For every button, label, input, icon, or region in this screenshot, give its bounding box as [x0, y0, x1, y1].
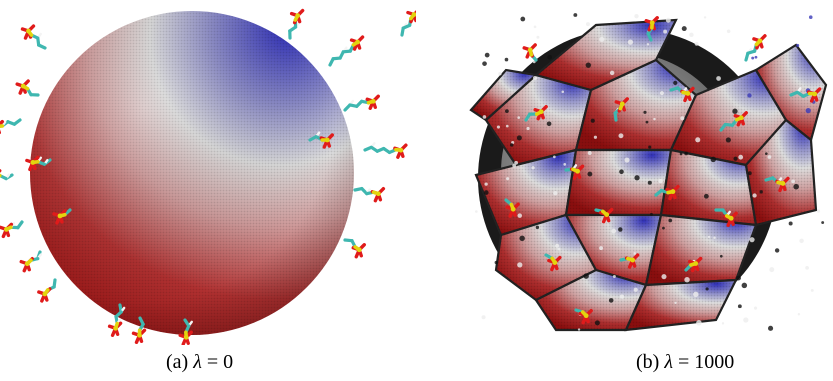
- surfactant-molecule: [400, 10, 416, 37]
- caption-b: (b) λ = 1000: [636, 351, 734, 374]
- surfactant-molecule: [789, 87, 822, 103]
- surfactant-molecule: [613, 97, 629, 122]
- surfactant-molecule: [15, 79, 40, 97]
- sphere-fragments: [469, 18, 828, 332]
- surfactant-molecule: [328, 35, 365, 67]
- surfactant-molecule: [669, 86, 695, 103]
- surfactant-molecule: [178, 318, 193, 345]
- surfactant-molecule: [131, 316, 147, 344]
- surfactant-molecule: [654, 184, 680, 201]
- surfactant-molecule: [363, 142, 408, 159]
- surfactant-molecule: [744, 34, 767, 62]
- caption-a-symbol: λ: [193, 351, 202, 373]
- surfactant-molecule: [308, 131, 334, 149]
- caption-a-equals: =: [206, 351, 219, 373]
- surfactant-molecule: [0, 118, 22, 135]
- surfactant-molecule: [0, 169, 14, 181]
- caption-b-label: (b): [636, 351, 660, 373]
- surfactant-molecule: [343, 94, 380, 112]
- panel-a: (a) λ = 0: [0, 0, 416, 381]
- caption-b-equals: =: [678, 351, 690, 373]
- surfactant-molecule: [714, 208, 738, 227]
- caption-a-label: (a): [166, 351, 189, 373]
- surfactant-molecule: [764, 176, 790, 193]
- caption-a: (a) λ = 0: [166, 351, 233, 374]
- surfactant-molecule: [20, 24, 47, 50]
- surfactant-molecule: [544, 253, 562, 272]
- surfactant-molecule: [288, 8, 305, 40]
- fragmented-sphere-render: [469, 13, 828, 332]
- caption-b-value: 1000: [694, 351, 735, 373]
- surfactant-molecule: [524, 105, 548, 122]
- surfactant-molecule: [719, 111, 748, 132]
- surfactant-molecule: [594, 207, 614, 224]
- surfactant-molecule: [343, 238, 366, 259]
- surfactant-molecule: [684, 256, 703, 273]
- surfactant-molecule: [644, 16, 659, 42]
- surfactant-molecule: [522, 43, 538, 62]
- panel-b: (b) λ = 1000: [416, 0, 833, 381]
- surfactant-molecule: [574, 308, 593, 325]
- surfactant-molecules: [0, 8, 416, 345]
- surfactant-molecule: [504, 198, 520, 218]
- caption-b-symbol: λ: [664, 351, 673, 373]
- surfactant-molecule: [564, 164, 585, 180]
- surfactant-molecule: [19, 250, 42, 273]
- surfactant-molecule: [619, 253, 640, 269]
- intact-sphere-render: [0, 8, 416, 345]
- surfactant-molecule: [0, 220, 24, 239]
- caption-a-value: 0: [223, 351, 234, 373]
- surfactant-molecule: [52, 208, 72, 225]
- surfactant-molecule: [107, 303, 126, 337]
- surfactant-molecule: [37, 278, 57, 303]
- surfactant-molecules-b: [504, 16, 822, 325]
- surfactant-molecule: [353, 187, 386, 203]
- surfactant-molecule: [25, 155, 52, 172]
